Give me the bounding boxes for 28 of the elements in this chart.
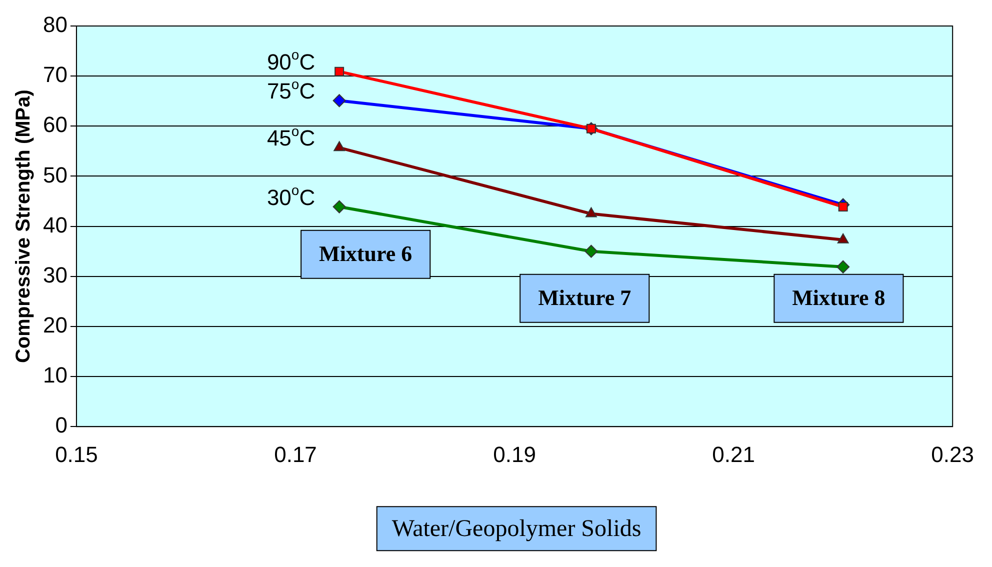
y-tick-label: 20 [42, 312, 68, 338]
point [836, 260, 850, 274]
point [332, 200, 346, 214]
y-tick-label: 30 [42, 262, 68, 288]
x-tick-label: 0.21 [712, 442, 755, 467]
y-axis-title: Compressive Strength (MPa) [12, 90, 35, 363]
y-tick-label: 0 [55, 412, 68, 438]
x-tick-label: 0.15 [55, 442, 98, 467]
annotation: Mixture 6 [319, 241, 412, 266]
point [334, 141, 346, 152]
y-tick-label: 70 [42, 62, 68, 88]
y-tick-label: 80 [42, 12, 68, 38]
point [332, 94, 346, 108]
point [584, 244, 598, 258]
y-tick-label: 10 [42, 362, 68, 388]
y-tick-label: 40 [42, 212, 68, 238]
point [838, 202, 848, 212]
y-tick-label: 60 [42, 112, 68, 138]
point [837, 233, 849, 244]
y-tick-label: 50 [42, 162, 68, 188]
point [334, 66, 344, 76]
x-axis-title: Water/Geopolymer Solids [392, 516, 642, 542]
x-tick-label: 0.23 [931, 442, 974, 467]
point [585, 207, 597, 218]
annotation: Mixture 8 [792, 285, 886, 310]
x-tick-label: 0.17 [274, 442, 317, 467]
annotation: Mixture 7 [538, 285, 632, 310]
x-tick-label: 0.19 [493, 442, 536, 467]
